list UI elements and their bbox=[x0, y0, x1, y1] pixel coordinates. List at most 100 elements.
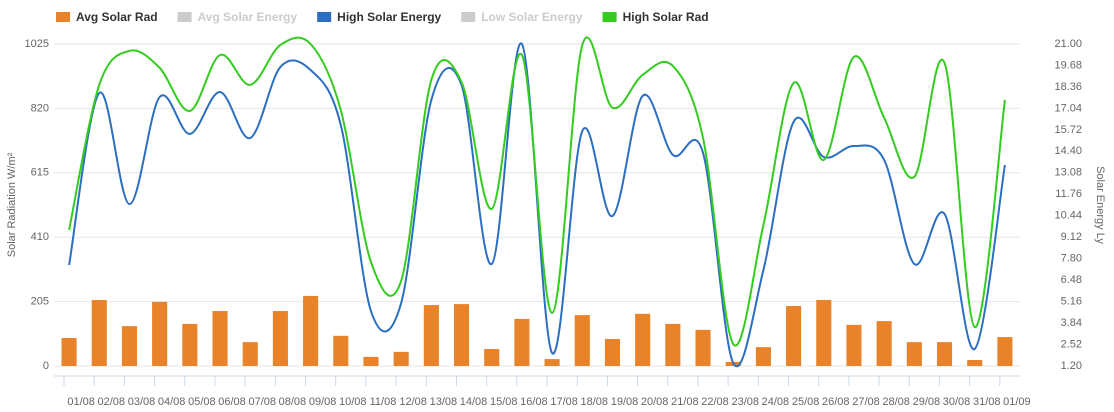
x-tick-label: 08/08 bbox=[279, 396, 307, 408]
x-tick-label: 09/08 bbox=[309, 396, 337, 408]
x-tick-label: 10/08 bbox=[339, 396, 367, 408]
x-tick-label: 23/08 bbox=[731, 396, 759, 408]
legend-item: Low Solar Energy bbox=[461, 10, 583, 24]
x-tick-label: 29/08 bbox=[913, 396, 941, 408]
x-tick-label: 31/08 bbox=[973, 396, 1001, 408]
bar bbox=[363, 356, 379, 366]
x-tick-label: 01/08 bbox=[67, 396, 95, 408]
bar bbox=[876, 321, 892, 366]
bar bbox=[695, 329, 711, 366]
bar bbox=[121, 326, 138, 366]
x-tick-label: 14/08 bbox=[460, 396, 488, 408]
legend-item: High Solar Rad bbox=[602, 10, 709, 24]
y2-tick-label: 15.72 bbox=[1054, 124, 1082, 136]
x-tick-label: 12/08 bbox=[399, 396, 427, 408]
legend-swatch bbox=[56, 12, 70, 22]
y2-tick-label: 3.84 bbox=[1061, 317, 1082, 329]
bar bbox=[484, 349, 500, 366]
x-tick-label: 04/08 bbox=[158, 396, 186, 408]
bar bbox=[61, 338, 77, 366]
y2-tick-label: 19.68 bbox=[1054, 59, 1082, 71]
x-tick-label: 20/08 bbox=[641, 396, 669, 408]
bar bbox=[544, 359, 560, 366]
x-tick-label: 17/08 bbox=[550, 396, 578, 408]
legend-swatch bbox=[317, 12, 332, 22]
bar bbox=[423, 305, 439, 366]
bar bbox=[393, 351, 409, 366]
y2-tick-label: 7.80 bbox=[1061, 253, 1082, 265]
bar bbox=[182, 323, 198, 366]
x-tick-label: 11/08 bbox=[370, 396, 397, 408]
x-tick-label: 27/08 bbox=[852, 396, 880, 408]
legend-swatch bbox=[461, 12, 476, 22]
x-tick-label: 19/08 bbox=[611, 396, 639, 408]
x-tick-label: 02/08 bbox=[98, 396, 126, 408]
bar bbox=[635, 313, 651, 366]
bar bbox=[514, 318, 530, 366]
bar bbox=[272, 311, 288, 366]
bar bbox=[453, 304, 470, 366]
bar bbox=[936, 342, 953, 366]
bar bbox=[816, 300, 832, 366]
bar bbox=[906, 342, 922, 366]
bar bbox=[303, 295, 319, 366]
bar bbox=[786, 305, 802, 366]
y2-tick-label: 10.44 bbox=[1054, 210, 1082, 222]
legend-swatch bbox=[602, 12, 617, 22]
bar bbox=[212, 311, 228, 366]
y2-tick-label: 5.16 bbox=[1061, 296, 1082, 308]
legend-label: Low Solar Energy bbox=[481, 10, 583, 24]
y-axis-title: Solar Radiation W/m² bbox=[6, 152, 18, 257]
legend-label: Avg Solar Energy bbox=[198, 10, 298, 24]
legend-item: Avg Solar Rad bbox=[56, 10, 158, 24]
legend-item: High Solar Energy bbox=[317, 10, 442, 24]
y-tick-label: 205 bbox=[31, 296, 49, 308]
y2-tick-label: 6.48 bbox=[1061, 274, 1082, 286]
y2-tick-label: 14.40 bbox=[1054, 145, 1082, 157]
y-tick-label: 0 bbox=[43, 360, 49, 372]
bar bbox=[574, 315, 590, 366]
y2-tick-label: 11.76 bbox=[1055, 188, 1082, 200]
x-tick-label: 26/08 bbox=[822, 396, 850, 408]
x-tick-label: 22/08 bbox=[701, 396, 729, 408]
x-tick-label: 01/09 bbox=[1003, 396, 1031, 408]
bar bbox=[152, 301, 168, 366]
x-tick-label: 21/08 bbox=[671, 396, 699, 408]
bar bbox=[997, 337, 1013, 366]
y2-tick-label: 13.08 bbox=[1054, 167, 1082, 179]
y2-tick-label: 9.12 bbox=[1061, 231, 1082, 243]
x-tick-label: 30/08 bbox=[943, 396, 971, 408]
y-tick-label: 615 bbox=[31, 167, 49, 179]
legend-label: High Solar Rad bbox=[623, 10, 709, 24]
bar bbox=[604, 338, 621, 366]
bar bbox=[242, 342, 258, 366]
bar bbox=[91, 300, 107, 366]
x-tick-label: 07/08 bbox=[248, 396, 276, 408]
y2-tick-label: 18.36 bbox=[1054, 81, 1082, 93]
bar bbox=[967, 360, 983, 366]
x-tick-label: 16/08 bbox=[520, 396, 548, 408]
x-tick-label: 28/08 bbox=[882, 396, 910, 408]
y2-tick-label: 1.20 bbox=[1061, 360, 1082, 372]
bar bbox=[846, 324, 862, 366]
legend-label: Avg Solar Rad bbox=[76, 10, 158, 24]
legend-label: High Solar Energy bbox=[337, 10, 441, 24]
bar bbox=[665, 323, 681, 366]
x-tick-label: 24/08 bbox=[762, 396, 790, 408]
legend-swatch bbox=[177, 12, 192, 22]
y-tick-label: 1025 bbox=[25, 38, 49, 50]
legend-item: Avg Solar Energy bbox=[177, 10, 298, 24]
y2-axis-title: Solar Energy Ly bbox=[1094, 166, 1106, 244]
x-tick-label: 18/08 bbox=[581, 396, 609, 408]
y2-tick-label: 2.52 bbox=[1061, 338, 1082, 350]
y-tick-label: 820 bbox=[31, 102, 49, 114]
line bbox=[68, 42, 1006, 368]
x-tick-label: 25/08 bbox=[792, 396, 820, 408]
y2-tick-label: 21.00 bbox=[1054, 38, 1082, 50]
x-tick-label: 05/08 bbox=[188, 396, 216, 408]
x-tick-label: 03/08 bbox=[128, 396, 156, 408]
x-tick-label: 06/08 bbox=[218, 396, 246, 408]
bar bbox=[755, 347, 771, 366]
x-tick-label: 15/08 bbox=[490, 396, 518, 408]
